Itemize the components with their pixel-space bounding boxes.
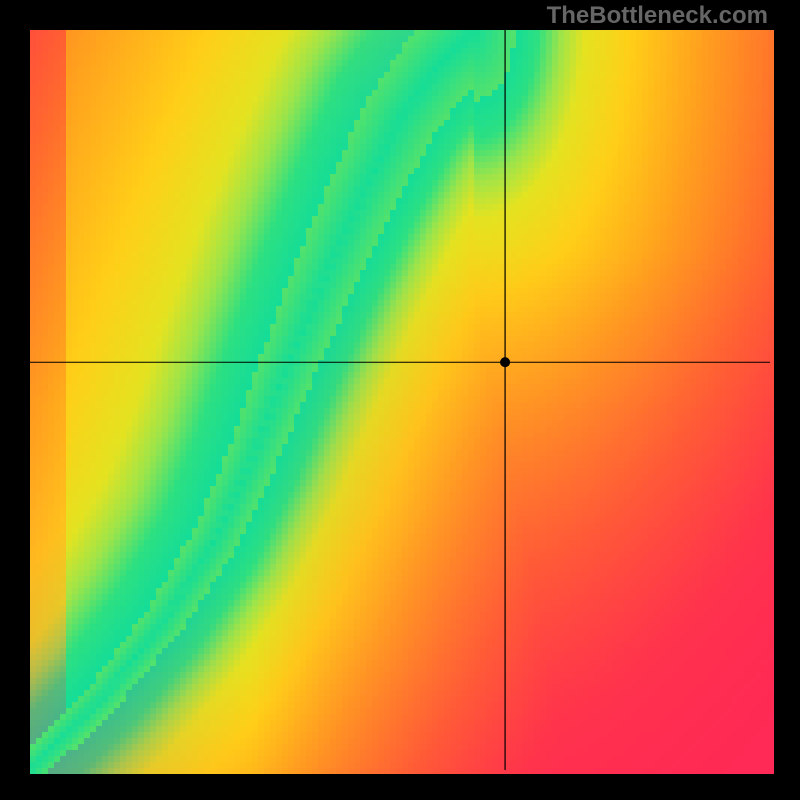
watermark-text: TheBottleneck.com — [547, 2, 768, 30]
bottleneck-heatmap — [0, 0, 800, 800]
